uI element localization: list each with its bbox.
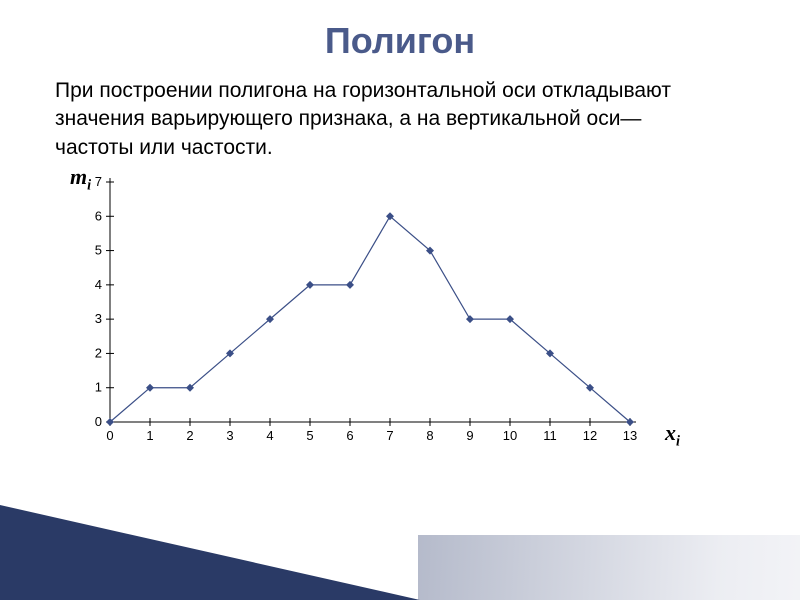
svg-text:6: 6 — [346, 428, 353, 443]
svg-text:10: 10 — [503, 428, 517, 443]
svg-text:11: 11 — [543, 428, 557, 443]
svg-text:7: 7 — [95, 174, 102, 189]
svg-text:13: 13 — [623, 428, 637, 443]
svg-text:3: 3 — [226, 428, 233, 443]
svg-text:1: 1 — [95, 380, 102, 395]
svg-text:0: 0 — [106, 428, 113, 443]
svg-text:12: 12 — [583, 428, 597, 443]
chart-description: При построении полигона на горизонтально… — [0, 62, 720, 172]
svg-text:2: 2 — [95, 345, 102, 360]
x-axis-label: xi — [665, 420, 680, 450]
y-axis-label: mi — [70, 164, 91, 194]
svg-text:1: 1 — [146, 428, 153, 443]
decor-triangle — [0, 505, 420, 600]
svg-text:4: 4 — [95, 277, 102, 292]
svg-text:9: 9 — [466, 428, 473, 443]
chart-container: mi 01234567012345678910111213 xi — [80, 172, 650, 472]
svg-text:2: 2 — [186, 428, 193, 443]
svg-text:8: 8 — [426, 428, 433, 443]
polygon-chart: 01234567012345678910111213 — [80, 172, 650, 472]
svg-text:6: 6 — [95, 208, 102, 223]
svg-text:5: 5 — [306, 428, 313, 443]
svg-text:0: 0 — [95, 414, 102, 429]
decor-triangle-shadow — [418, 535, 800, 600]
svg-text:7: 7 — [386, 428, 393, 443]
svg-text:5: 5 — [95, 243, 102, 258]
page-title: Полигон — [0, 0, 800, 62]
svg-text:4: 4 — [266, 428, 273, 443]
svg-text:3: 3 — [95, 311, 102, 326]
